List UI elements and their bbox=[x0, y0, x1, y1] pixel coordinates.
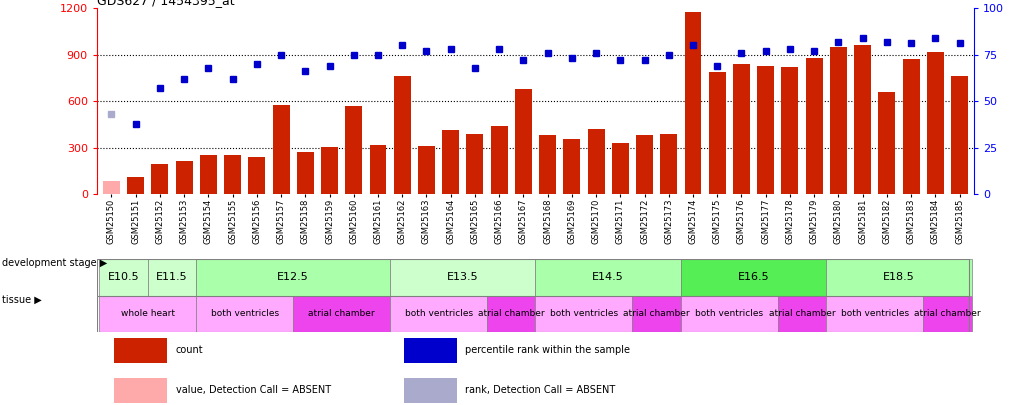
Bar bbox=[781, 67, 798, 194]
Text: both ventricles: both ventricles bbox=[405, 309, 472, 318]
Bar bbox=[486, 296, 535, 332]
Bar bbox=[151, 164, 168, 194]
Bar bbox=[708, 72, 725, 194]
Bar bbox=[389, 296, 486, 332]
Text: E11.5: E11.5 bbox=[156, 273, 187, 282]
Bar bbox=[825, 296, 922, 332]
Bar bbox=[248, 157, 265, 194]
Bar bbox=[103, 181, 120, 194]
Bar bbox=[442, 130, 459, 194]
Bar bbox=[777, 296, 825, 332]
Bar bbox=[825, 259, 971, 296]
Bar bbox=[535, 259, 681, 296]
Bar bbox=[389, 259, 535, 296]
Bar bbox=[733, 64, 749, 194]
Bar bbox=[321, 147, 337, 194]
Bar bbox=[272, 105, 289, 194]
Bar bbox=[950, 77, 967, 194]
Bar bbox=[404, 338, 457, 363]
Bar bbox=[926, 51, 943, 194]
Text: whole heart: whole heart bbox=[120, 309, 174, 318]
Text: both ventricles: both ventricles bbox=[549, 309, 618, 318]
Text: E18.5: E18.5 bbox=[882, 273, 914, 282]
Text: rank, Detection Call = ABSENT: rank, Detection Call = ABSENT bbox=[465, 386, 615, 395]
Text: atrial chamber: atrial chamber bbox=[768, 309, 835, 318]
Text: E12.5: E12.5 bbox=[277, 273, 309, 282]
Bar bbox=[99, 296, 196, 332]
Bar bbox=[611, 143, 628, 194]
Bar bbox=[853, 45, 870, 194]
Bar bbox=[114, 377, 167, 403]
Bar bbox=[805, 58, 822, 194]
Text: value, Detection Call = ABSENT: value, Detection Call = ABSENT bbox=[175, 386, 330, 395]
Bar bbox=[636, 135, 652, 194]
Bar bbox=[466, 134, 483, 194]
Bar bbox=[829, 47, 846, 194]
Bar bbox=[224, 155, 240, 194]
Bar bbox=[127, 177, 144, 194]
Bar bbox=[490, 126, 507, 194]
Text: both ventricles: both ventricles bbox=[211, 309, 278, 318]
Bar bbox=[292, 296, 389, 332]
Text: development stage ▶: development stage ▶ bbox=[2, 258, 107, 268]
Text: E16.5: E16.5 bbox=[737, 273, 768, 282]
Text: E10.5: E10.5 bbox=[108, 273, 140, 282]
Bar bbox=[922, 296, 971, 332]
Bar bbox=[877, 92, 895, 194]
Bar bbox=[196, 296, 292, 332]
Text: E13.5: E13.5 bbox=[446, 273, 478, 282]
Text: atrial chamber: atrial chamber bbox=[308, 309, 375, 318]
Bar bbox=[404, 377, 457, 403]
Bar bbox=[345, 106, 362, 194]
Bar bbox=[196, 259, 389, 296]
Bar bbox=[535, 296, 632, 332]
Bar bbox=[200, 155, 217, 194]
Bar bbox=[902, 59, 919, 194]
Bar bbox=[539, 135, 555, 194]
Bar bbox=[418, 146, 434, 194]
Bar bbox=[369, 145, 386, 194]
Text: both ventricles: both ventricles bbox=[840, 309, 908, 318]
Bar bbox=[99, 259, 148, 296]
Bar bbox=[114, 338, 167, 363]
Bar bbox=[515, 89, 531, 194]
Text: atrial chamber: atrial chamber bbox=[913, 309, 980, 318]
Bar bbox=[632, 296, 681, 332]
Bar bbox=[393, 77, 411, 194]
Text: E14.5: E14.5 bbox=[592, 273, 624, 282]
Text: tissue ▶: tissue ▶ bbox=[2, 295, 42, 305]
Bar bbox=[659, 134, 677, 194]
Bar bbox=[175, 161, 193, 194]
Bar bbox=[148, 259, 196, 296]
Bar bbox=[681, 296, 777, 332]
Text: atrial chamber: atrial chamber bbox=[478, 309, 544, 318]
Text: GDS627 / 1454395_at: GDS627 / 1454395_at bbox=[97, 0, 234, 7]
Bar bbox=[587, 129, 604, 194]
Bar bbox=[684, 12, 701, 194]
Text: percentile rank within the sample: percentile rank within the sample bbox=[465, 345, 630, 355]
Bar bbox=[681, 259, 825, 296]
Bar bbox=[756, 66, 773, 194]
Text: count: count bbox=[175, 345, 203, 355]
Bar bbox=[562, 139, 580, 194]
Text: atrial chamber: atrial chamber bbox=[623, 309, 689, 318]
Text: both ventricles: both ventricles bbox=[695, 309, 762, 318]
Bar bbox=[297, 153, 314, 194]
